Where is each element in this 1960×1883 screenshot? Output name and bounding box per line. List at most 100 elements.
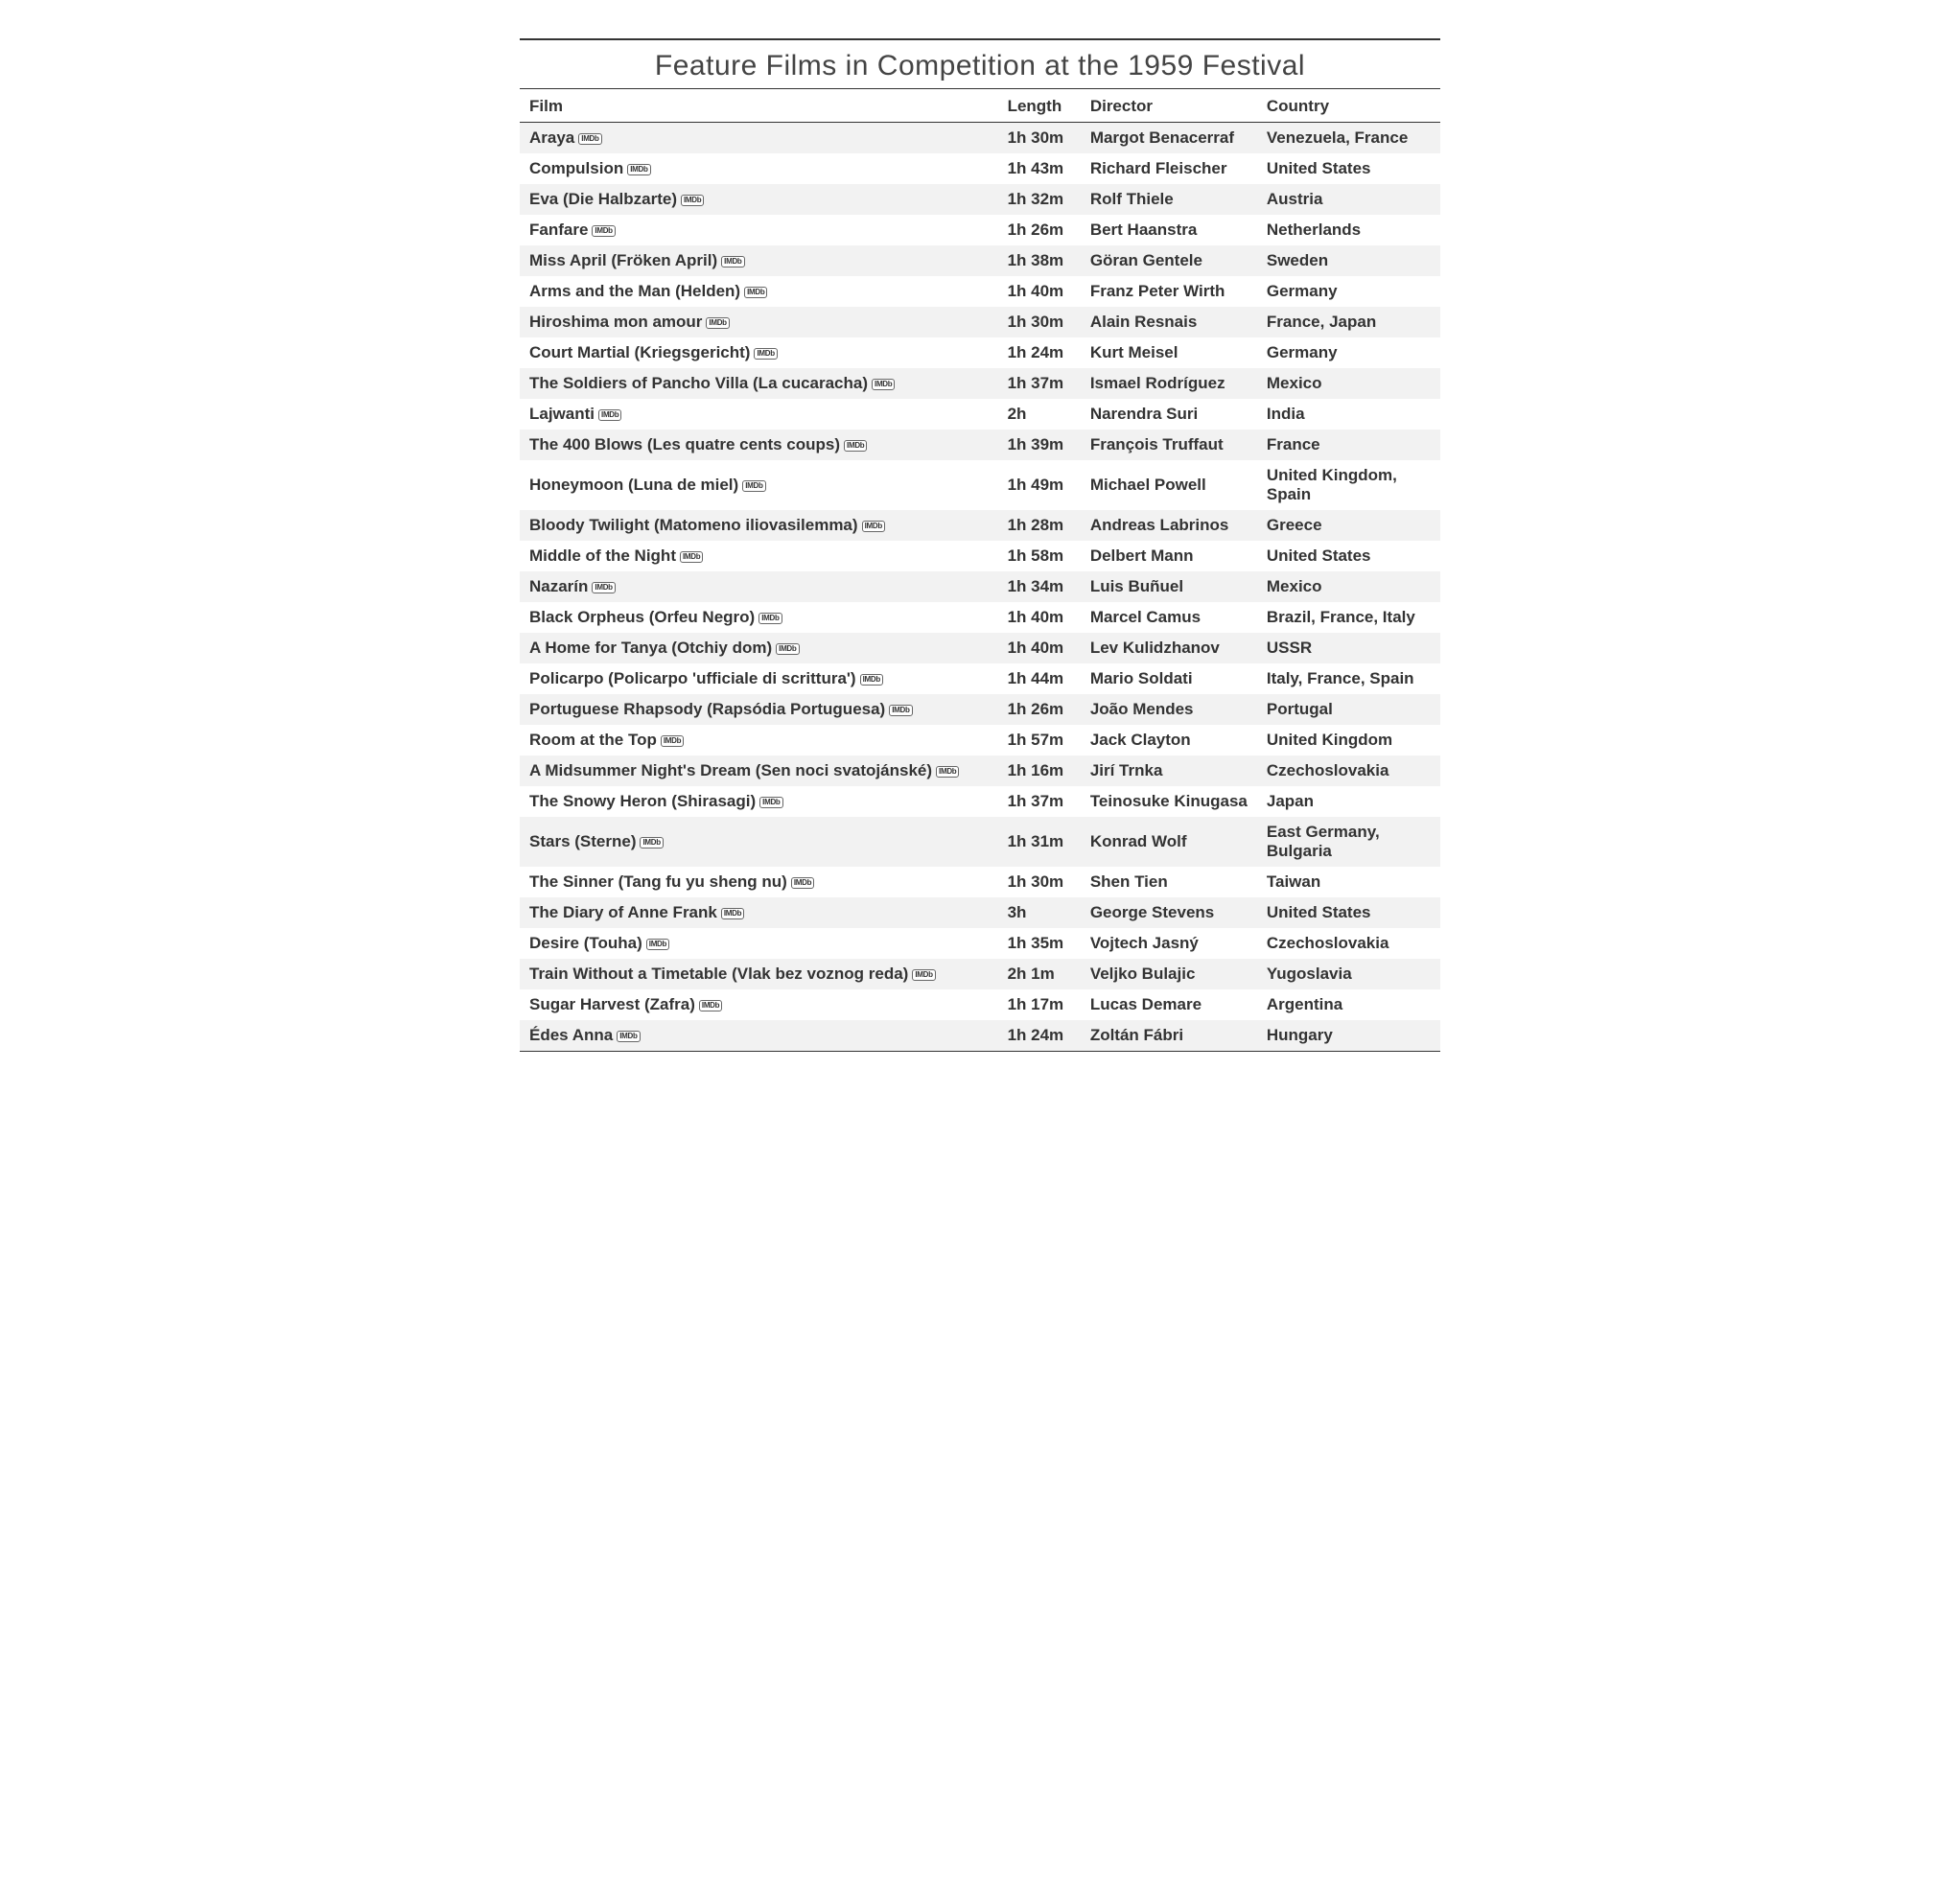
film-title: Édes Anna: [529, 1026, 613, 1044]
country-cell: United States: [1257, 541, 1440, 571]
col-header-film[interactable]: Film: [520, 89, 998, 123]
film-title: Araya: [529, 128, 574, 147]
imdb-icon[interactable]: IMDb: [592, 225, 615, 237]
film-title-cell: Room at the TopIMDb: [520, 725, 998, 756]
col-header-length[interactable]: Length: [998, 89, 1081, 123]
imdb-icon[interactable]: IMDb: [721, 256, 744, 267]
table-row: CompulsionIMDb1h 43mRichard FleischerUni…: [520, 153, 1440, 184]
imdb-icon[interactable]: IMDb: [627, 164, 650, 175]
country-cell: Yugoslavia: [1257, 959, 1440, 989]
country-cell: Mexico: [1257, 571, 1440, 602]
length-cell: 1h 30m: [998, 307, 1081, 337]
film-title-cell: Black Orpheus (Orfeu Negro)IMDb: [520, 602, 998, 633]
length-cell: 1h 35m: [998, 928, 1081, 959]
film-title: Miss April (Fröken April): [529, 251, 717, 269]
film-table-container: Feature Films in Competition at the 1959…: [520, 38, 1440, 1052]
imdb-icon[interactable]: IMDb: [872, 379, 895, 390]
imdb-icon[interactable]: IMDb: [742, 480, 765, 492]
imdb-icon[interactable]: IMDb: [936, 766, 959, 778]
film-title: Nazarín: [529, 577, 588, 595]
table-row: The Soldiers of Pancho Villa (La cucarac…: [520, 368, 1440, 399]
film-title: Compulsion: [529, 159, 623, 177]
table-row: Middle of the NightIMDb1h 58mDelbert Man…: [520, 541, 1440, 571]
imdb-icon[interactable]: IMDb: [791, 877, 814, 889]
film-title: Middle of the Night: [529, 546, 676, 565]
film-title: Portuguese Rhapsody (Rapsódia Portuguesa…: [529, 700, 885, 718]
country-cell: France: [1257, 430, 1440, 460]
director-cell: Jirí Trnka: [1081, 756, 1257, 786]
table-row: NazarínIMDb1h 34mLuis BuñuelMexico: [520, 571, 1440, 602]
imdb-icon[interactable]: IMDb: [912, 969, 935, 981]
imdb-icon[interactable]: IMDb: [640, 837, 663, 849]
imdb-icon[interactable]: IMDb: [758, 613, 782, 624]
length-cell: 1h 43m: [998, 153, 1081, 184]
imdb-icon[interactable]: IMDb: [862, 521, 885, 532]
film-title: The Sinner (Tang fu yu sheng nu): [529, 872, 787, 891]
length-cell: 2h: [998, 399, 1081, 430]
imdb-icon[interactable]: IMDb: [661, 735, 684, 747]
film-title: Lajwanti: [529, 405, 595, 423]
film-title: Desire (Touha): [529, 934, 642, 952]
imdb-icon[interactable]: IMDb: [889, 705, 912, 716]
country-cell: Italy, France, Spain: [1257, 663, 1440, 694]
director-cell: Vojtech Jasný: [1081, 928, 1257, 959]
imdb-icon[interactable]: IMDb: [598, 409, 621, 421]
film-title: The Snowy Heron (Shirasagi): [529, 792, 756, 810]
length-cell: 1h 31m: [998, 817, 1081, 867]
film-title: Fanfare: [529, 221, 588, 239]
director-cell: Konrad Wolf: [1081, 817, 1257, 867]
director-cell: Zoltán Fábri: [1081, 1020, 1257, 1052]
imdb-icon[interactable]: IMDb: [721, 908, 744, 919]
imdb-icon[interactable]: IMDb: [592, 582, 615, 593]
film-title-cell: Portuguese Rhapsody (Rapsódia Portuguesa…: [520, 694, 998, 725]
country-cell: France, Japan: [1257, 307, 1440, 337]
imdb-icon[interactable]: IMDb: [680, 551, 703, 563]
table-row: The Diary of Anne FrankIMDb3hGeorge Stev…: [520, 897, 1440, 928]
director-cell: Andreas Labrinos: [1081, 510, 1257, 541]
imdb-icon[interactable]: IMDb: [776, 643, 799, 655]
table-row: The Sinner (Tang fu yu sheng nu)IMDb1h 3…: [520, 867, 1440, 897]
col-header-country[interactable]: Country: [1257, 89, 1440, 123]
film-title-cell: Stars (Sterne)IMDb: [520, 817, 998, 867]
film-title: Bloody Twilight (Matomeno iliovasilemma): [529, 516, 858, 534]
country-cell: United States: [1257, 897, 1440, 928]
table-row: Portuguese Rhapsody (Rapsódia Portuguesa…: [520, 694, 1440, 725]
page-title: Feature Films in Competition at the 1959…: [520, 38, 1440, 89]
length-cell: 3h: [998, 897, 1081, 928]
imdb-icon[interactable]: IMDb: [754, 348, 777, 360]
director-cell: Teinosuke Kinugasa: [1081, 786, 1257, 817]
imdb-icon[interactable]: IMDb: [699, 1000, 722, 1011]
table-row: Train Without a Timetable (Vlak bez vozn…: [520, 959, 1440, 989]
country-cell: East Germany, Bulgaria: [1257, 817, 1440, 867]
imdb-icon[interactable]: IMDb: [646, 939, 669, 950]
col-header-director[interactable]: Director: [1081, 89, 1257, 123]
film-title: Court Martial (Kriegsgericht): [529, 343, 750, 361]
imdb-icon[interactable]: IMDb: [744, 287, 767, 298]
imdb-icon[interactable]: IMDb: [578, 133, 601, 145]
length-cell: 1h 17m: [998, 989, 1081, 1020]
table-row: Court Martial (Kriegsgericht)IMDb1h 24mK…: [520, 337, 1440, 368]
film-title-cell: Arms and the Man (Helden)IMDb: [520, 276, 998, 307]
imdb-icon[interactable]: IMDb: [759, 797, 782, 808]
film-title: The 400 Blows (Les quatre cents coups): [529, 435, 840, 453]
imdb-icon[interactable]: IMDb: [844, 440, 867, 452]
table-row: Policarpo (Policarpo 'ufficiale di scrit…: [520, 663, 1440, 694]
imdb-icon[interactable]: IMDb: [681, 195, 704, 206]
film-title-cell: The Soldiers of Pancho Villa (La cucarac…: [520, 368, 998, 399]
imdb-icon[interactable]: IMDb: [706, 317, 729, 329]
film-title-cell: Middle of the Night IMDb: [520, 541, 998, 571]
director-cell: Shen Tien: [1081, 867, 1257, 897]
film-title-cell: Fanfare IMDb: [520, 215, 998, 245]
country-cell: Netherlands: [1257, 215, 1440, 245]
film-title: The Diary of Anne Frank: [529, 903, 717, 921]
director-cell: Ismael Rodríguez: [1081, 368, 1257, 399]
country-cell: Taiwan: [1257, 867, 1440, 897]
country-cell: Portugal: [1257, 694, 1440, 725]
imdb-icon[interactable]: IMDb: [860, 674, 883, 686]
imdb-icon[interactable]: IMDb: [617, 1031, 640, 1042]
country-cell: Mexico: [1257, 368, 1440, 399]
director-cell: Delbert Mann: [1081, 541, 1257, 571]
film-title-cell: A Midsummer Night's Dream (Sen noci svat…: [520, 756, 998, 786]
country-cell: Argentina: [1257, 989, 1440, 1020]
film-title-cell: Honeymoon (Luna de miel)IMDb: [520, 460, 998, 510]
